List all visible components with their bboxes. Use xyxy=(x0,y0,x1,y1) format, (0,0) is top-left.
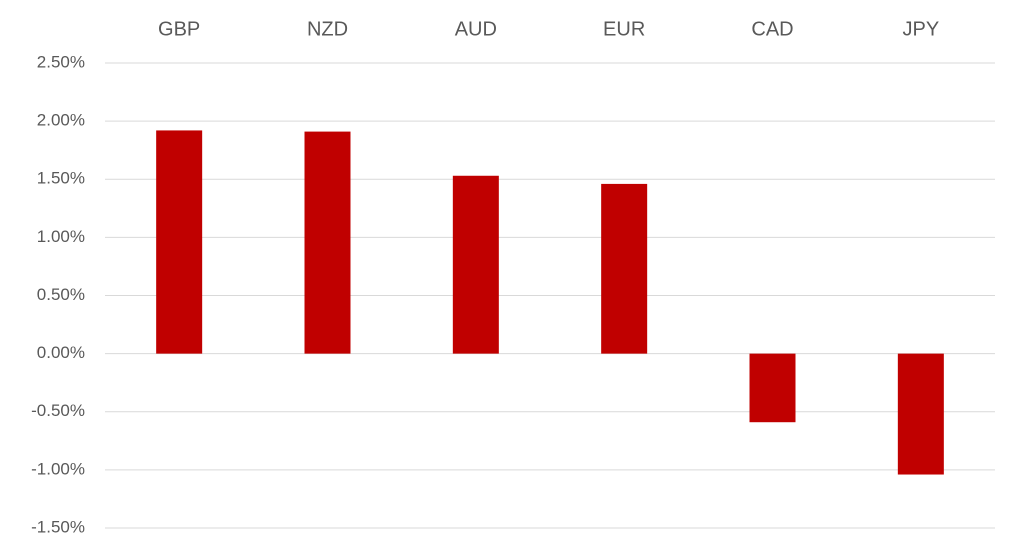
y-tick-label: 2.50% xyxy=(37,52,85,71)
y-tick-label: 0.00% xyxy=(37,343,85,362)
bar xyxy=(749,353,796,423)
x-tick-label: CAD xyxy=(751,18,793,40)
y-tick-label: 0.50% xyxy=(37,285,85,304)
x-tick-label: GBP xyxy=(158,18,200,40)
x-tick-label: NZD xyxy=(307,18,348,40)
y-tick-label: -1.00% xyxy=(31,459,85,478)
y-tick-label: 1.00% xyxy=(37,227,85,246)
x-tick-label: JPY xyxy=(902,18,939,40)
x-tick-label: AUD xyxy=(455,18,497,40)
bar xyxy=(304,131,351,354)
y-tick-label: -1.50% xyxy=(31,517,85,536)
bar xyxy=(601,183,648,354)
y-tick-label: 2.00% xyxy=(37,111,85,130)
bar xyxy=(897,353,944,475)
y-tick-label: -0.50% xyxy=(31,401,85,420)
bar xyxy=(156,130,203,354)
y-tick-label: 1.50% xyxy=(37,169,85,188)
x-tick-label: EUR xyxy=(603,18,645,40)
bar xyxy=(452,175,499,354)
